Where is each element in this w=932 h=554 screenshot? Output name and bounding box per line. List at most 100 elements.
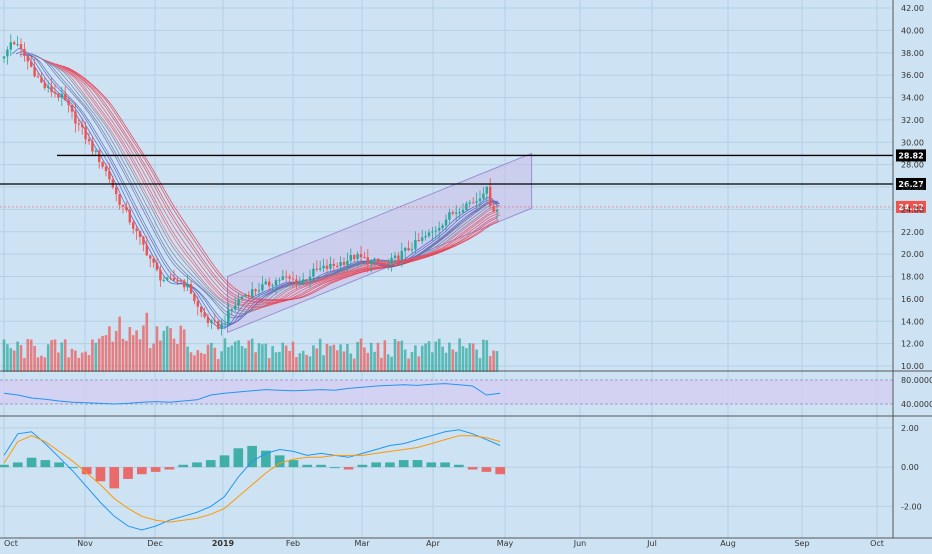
volume-bar xyxy=(155,326,159,372)
volume-bar xyxy=(237,340,240,372)
candle-body xyxy=(155,262,159,270)
candle-body xyxy=(322,265,325,269)
volume-bar xyxy=(383,340,387,372)
volume-bar xyxy=(36,357,40,372)
volume-bar xyxy=(458,338,461,372)
volume-bar xyxy=(206,344,210,372)
candle-body xyxy=(179,280,182,282)
volume-bar xyxy=(267,358,271,372)
candle-body xyxy=(400,250,403,260)
candle-body xyxy=(210,320,213,323)
macd-histogram-bar xyxy=(26,457,37,468)
candle-body xyxy=(397,255,400,260)
last-price-label: 24.22 xyxy=(898,203,923,212)
volume-bar xyxy=(138,339,142,372)
candle-body xyxy=(281,276,284,280)
candle-body xyxy=(404,247,407,251)
volume-bar xyxy=(356,341,359,372)
volume-bar xyxy=(400,340,404,372)
volume-bar xyxy=(437,338,441,372)
candle-body xyxy=(312,268,315,277)
volume-bar xyxy=(19,345,23,372)
candle-body xyxy=(33,66,36,77)
volume-bar xyxy=(135,330,138,372)
macd-histogram-bar xyxy=(0,464,9,468)
volume-bar xyxy=(407,358,410,372)
macd-histogram-bar xyxy=(288,460,299,468)
volume-bar xyxy=(53,339,57,372)
candle-body xyxy=(118,194,121,205)
candle-body xyxy=(285,276,288,278)
candle-body xyxy=(489,186,492,206)
volume-bar xyxy=(366,352,370,372)
candle-body xyxy=(77,123,80,125)
moving-average-ribbon xyxy=(63,65,499,302)
volume-bar xyxy=(46,344,50,372)
candle-body xyxy=(60,94,63,98)
volume-bar xyxy=(451,349,455,372)
candle-body xyxy=(414,240,417,250)
candle-body xyxy=(240,296,244,300)
macd-histogram-bar xyxy=(219,455,230,468)
candle-body xyxy=(356,254,359,260)
signal-line xyxy=(3,435,501,523)
volume-bar xyxy=(325,343,329,372)
macd-histogram-bar xyxy=(40,460,51,468)
candle-body xyxy=(104,166,108,172)
volume-bar xyxy=(193,355,196,372)
macd-histogram-bar xyxy=(481,467,492,472)
candle-body xyxy=(145,244,148,256)
candle-body xyxy=(189,284,193,294)
volume-bar xyxy=(478,358,482,372)
volume-bar xyxy=(162,330,166,372)
candle-body xyxy=(475,201,478,203)
candle-body xyxy=(121,204,125,207)
time-axis-tick-label: Mar xyxy=(354,539,370,548)
candle-body xyxy=(23,49,26,57)
candle-body xyxy=(19,44,23,50)
volume-bar xyxy=(468,343,472,372)
candle-body xyxy=(451,212,454,214)
candle-body xyxy=(363,257,366,259)
candle-body xyxy=(53,92,57,94)
level-price-tag xyxy=(896,177,926,190)
candle-body xyxy=(410,249,414,251)
candle-body xyxy=(305,279,308,281)
candle-body xyxy=(278,279,281,281)
volume-bar xyxy=(298,353,302,372)
volume-bar xyxy=(223,338,227,372)
macd-histogram-bar xyxy=(137,467,147,475)
candle-body xyxy=(271,285,274,287)
candle-body xyxy=(407,247,410,251)
volume-bar xyxy=(169,328,172,372)
volume-bar xyxy=(431,352,434,372)
volume-bar xyxy=(322,355,325,372)
candle-body xyxy=(308,276,312,281)
price-axis-tick-label: 42.00 xyxy=(901,4,924,13)
volume-bar xyxy=(152,343,155,372)
volume-bar xyxy=(2,339,6,372)
macd-histogram-bar xyxy=(426,462,437,468)
volume-bar xyxy=(403,349,407,372)
moving-average-ribbon xyxy=(66,66,500,301)
volume-bar xyxy=(23,357,26,372)
volume-bar xyxy=(142,325,145,372)
price-axis-tick-label: 40.00 xyxy=(901,26,924,35)
volume-bar xyxy=(43,357,47,372)
candle-body xyxy=(298,282,301,285)
price-axis-tick-label: 24.00 xyxy=(901,205,924,214)
volume-bar xyxy=(87,355,91,372)
macd-histogram-bar xyxy=(247,445,257,468)
volume-bar xyxy=(148,348,152,372)
time-axis-tick-label: Sep xyxy=(794,539,809,548)
volume-bar xyxy=(125,340,128,372)
candle-body xyxy=(234,305,237,310)
candle-body xyxy=(257,290,261,292)
candle-body xyxy=(448,212,451,220)
volume-bar xyxy=(390,356,393,372)
candle-body xyxy=(13,42,16,45)
candle-body xyxy=(36,76,40,78)
macd-histogram-bar xyxy=(205,460,216,468)
